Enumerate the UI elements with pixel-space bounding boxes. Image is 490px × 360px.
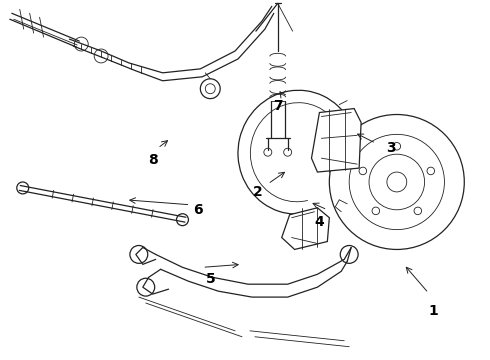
Text: 1: 1 <box>429 304 439 318</box>
Circle shape <box>372 207 380 215</box>
Text: 6: 6 <box>194 203 203 217</box>
Circle shape <box>176 214 189 226</box>
Circle shape <box>17 182 29 194</box>
Text: 5: 5 <box>205 272 215 286</box>
Circle shape <box>414 207 421 215</box>
Circle shape <box>427 167 435 175</box>
Circle shape <box>359 167 367 175</box>
Text: 7: 7 <box>273 99 283 113</box>
Polygon shape <box>312 109 361 172</box>
Text: 8: 8 <box>148 153 158 167</box>
Polygon shape <box>282 208 329 249</box>
Circle shape <box>393 143 401 150</box>
Text: 4: 4 <box>315 215 324 229</box>
Text: 3: 3 <box>386 141 396 155</box>
Text: 2: 2 <box>253 185 263 199</box>
